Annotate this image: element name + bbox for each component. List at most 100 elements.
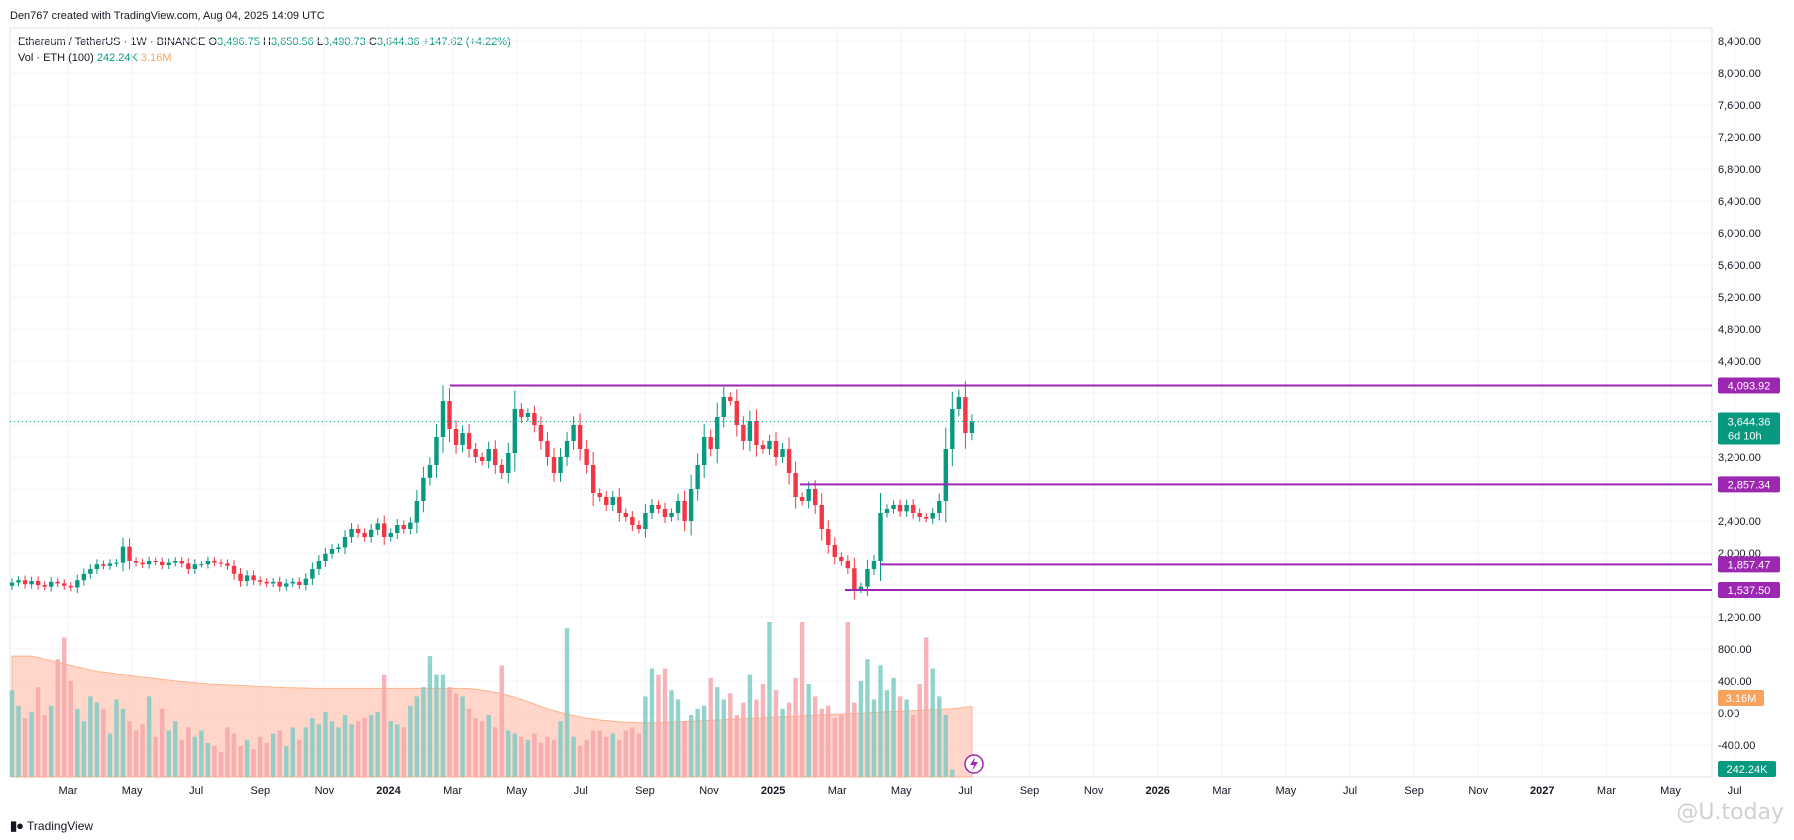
candle bbox=[218, 559, 224, 567]
volume-bar bbox=[355, 721, 361, 777]
candle bbox=[297, 577, 302, 590]
volume-bar bbox=[891, 677, 896, 777]
candle-body bbox=[473, 449, 478, 457]
candle-body bbox=[897, 505, 903, 512]
candle bbox=[388, 528, 393, 542]
candle bbox=[826, 520, 831, 554]
candle bbox=[244, 570, 250, 587]
candle bbox=[577, 413, 583, 461]
volume-bar bbox=[741, 702, 746, 777]
volume-label[interactable]: Vol · ETH (100) bbox=[18, 52, 94, 64]
volume-bar bbox=[695, 708, 700, 777]
candle bbox=[88, 564, 93, 579]
candle-body bbox=[721, 397, 726, 417]
candle bbox=[604, 491, 609, 511]
candle bbox=[421, 466, 426, 513]
chart-header: Den767 created with TradingView.com, Aug… bbox=[10, 10, 325, 22]
low-value: 3,490.73 bbox=[322, 36, 366, 48]
candle-body bbox=[16, 580, 21, 583]
volume-bar bbox=[205, 742, 211, 777]
candle-body bbox=[29, 581, 34, 585]
candle-body bbox=[107, 563, 113, 566]
x-tick-label: Sep bbox=[1404, 785, 1424, 797]
candle bbox=[68, 582, 73, 592]
candle-body bbox=[688, 489, 694, 521]
candle bbox=[512, 390, 518, 472]
candle-body bbox=[212, 561, 217, 563]
candle-body bbox=[48, 581, 54, 587]
candle-body bbox=[878, 513, 883, 561]
volume-bar bbox=[231, 733, 237, 777]
candle-body bbox=[812, 489, 818, 505]
volume-bar bbox=[479, 721, 485, 777]
candle bbox=[159, 557, 165, 570]
candle-body bbox=[284, 583, 289, 587]
x-tick-label: 2025 bbox=[761, 785, 785, 797]
candle-body bbox=[819, 505, 824, 529]
candle bbox=[349, 523, 354, 543]
candle bbox=[747, 410, 753, 452]
volume-bar bbox=[388, 721, 393, 777]
candle-body bbox=[884, 509, 890, 513]
volume-bar bbox=[9, 690, 15, 777]
candle-body bbox=[355, 529, 361, 533]
high-label: H bbox=[262, 36, 271, 48]
candle bbox=[682, 490, 687, 532]
volume-bar bbox=[617, 739, 622, 777]
candle-body bbox=[728, 397, 733, 401]
candle-body bbox=[336, 547, 341, 549]
volume-bar bbox=[382, 674, 387, 777]
candle-body bbox=[506, 453, 511, 473]
level-label: 2,857.34 bbox=[1728, 479, 1771, 491]
volume-bar bbox=[760, 684, 766, 777]
candle bbox=[695, 453, 700, 501]
volume-bar bbox=[329, 721, 335, 777]
candle-body bbox=[519, 409, 524, 417]
candle bbox=[264, 578, 269, 588]
volume-bar bbox=[473, 718, 478, 777]
volume-bar bbox=[832, 718, 837, 777]
candle bbox=[767, 435, 772, 455]
candle-body bbox=[329, 549, 335, 554]
candle bbox=[486, 441, 491, 469]
volume-bar bbox=[316, 724, 322, 777]
candle bbox=[571, 416, 576, 450]
volume-bar bbox=[871, 699, 877, 777]
candle bbox=[871, 555, 877, 575]
candle-body bbox=[434, 437, 439, 465]
level-label: 4,093.92 bbox=[1728, 380, 1771, 392]
candle bbox=[81, 568, 87, 586]
volume-bar bbox=[310, 718, 315, 777]
volume-bar bbox=[48, 705, 54, 777]
candle bbox=[362, 528, 367, 542]
x-tick-label: 2027 bbox=[1530, 785, 1554, 797]
candle-body bbox=[153, 561, 158, 562]
candle bbox=[284, 579, 289, 591]
candle-body bbox=[604, 497, 609, 505]
symbol-name[interactable]: Ethereum / TetherUS · 1W · BINANCE bbox=[18, 36, 206, 48]
candle bbox=[636, 520, 642, 534]
candle-body bbox=[617, 497, 622, 513]
candle bbox=[192, 559, 198, 574]
candle bbox=[754, 409, 759, 457]
volume-bar bbox=[525, 739, 531, 777]
volume-bar bbox=[29, 711, 34, 777]
candle bbox=[734, 389, 740, 437]
candle-body bbox=[225, 563, 230, 566]
volume-bar bbox=[571, 736, 576, 777]
candle-body bbox=[75, 580, 80, 588]
y-tick-label: 6,000.00 bbox=[1718, 228, 1761, 240]
candle-body bbox=[323, 553, 328, 561]
volume-bar bbox=[277, 730, 282, 777]
candle-body bbox=[558, 457, 563, 473]
volume-bar bbox=[630, 727, 635, 777]
volume-bar bbox=[166, 730, 171, 777]
x-tick-label: Mar bbox=[443, 785, 462, 797]
candle bbox=[473, 443, 478, 463]
candle-body bbox=[244, 575, 250, 581]
volume-bar bbox=[257, 736, 263, 777]
volume-bar bbox=[466, 708, 472, 777]
tradingview-brand[interactable]: ▮● TradingView bbox=[10, 818, 93, 834]
candle bbox=[878, 493, 883, 581]
